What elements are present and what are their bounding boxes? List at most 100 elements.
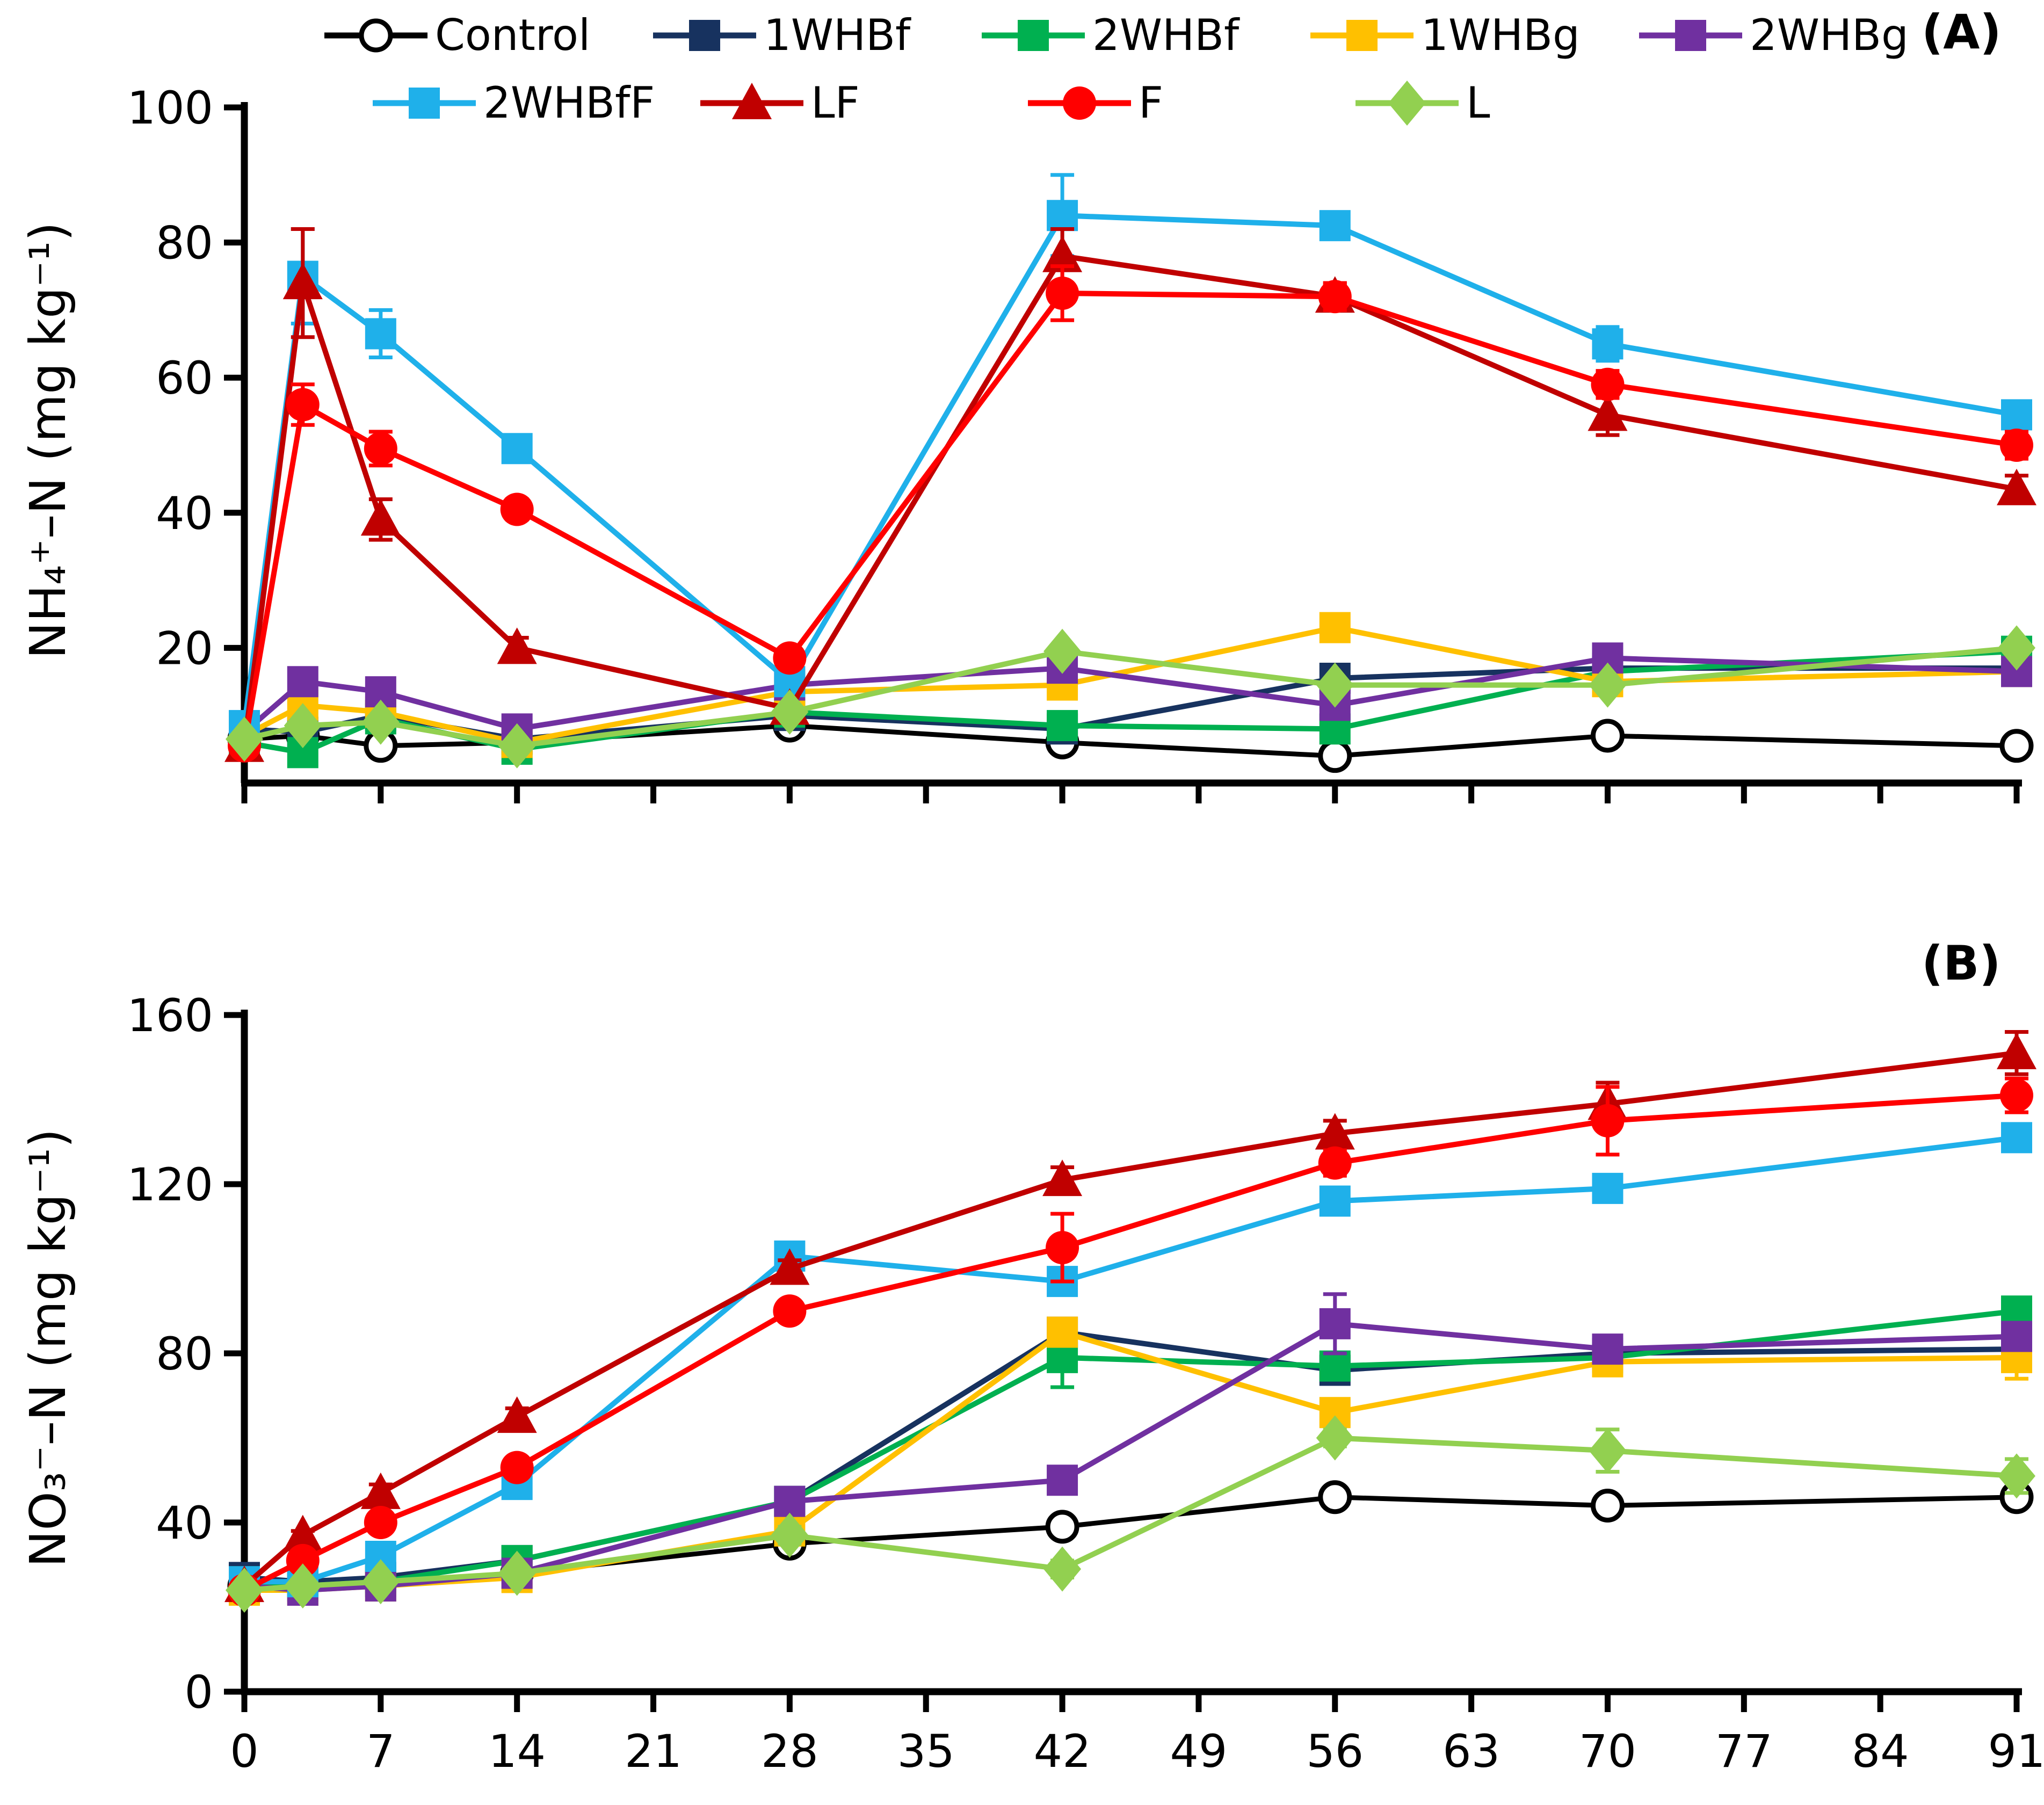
legend-marker-LF bbox=[700, 83, 803, 119]
point-2WHBfF-day14 bbox=[501, 433, 533, 465]
point-L-day3 bbox=[284, 703, 322, 749]
point-Control-day42 bbox=[1045, 1510, 1079, 1544]
point-Control-day91 bbox=[1999, 729, 2034, 763]
point-L-day0 bbox=[226, 1568, 263, 1613]
legend-marker-L bbox=[1356, 81, 1459, 126]
legend-glyph-F bbox=[1063, 86, 1096, 120]
series-line bbox=[242, 1050, 2017, 1588]
point-L-day56 bbox=[1316, 1415, 1354, 1461]
point-F-day70 bbox=[1591, 1104, 1625, 1137]
legend-label: 1WHBf bbox=[764, 10, 911, 60]
panel-b-label: (B) bbox=[1922, 936, 2001, 991]
point-F-day14 bbox=[500, 492, 534, 526]
legend-glyph-1WHBf bbox=[689, 20, 720, 51]
legend-marker-2WHBfF bbox=[373, 88, 476, 119]
legend-item-Control: Control bbox=[322, 8, 590, 63]
legend-glyph-2WHBg bbox=[1675, 20, 1706, 51]
point-F-day56 bbox=[1318, 1146, 1352, 1180]
legend-marker-2WHBf bbox=[982, 20, 1085, 51]
point-Control-day70 bbox=[1590, 1489, 1625, 1523]
legend-marker-F bbox=[1028, 86, 1131, 120]
point-F-day3 bbox=[286, 1543, 320, 1577]
point-LF-day7 bbox=[360, 499, 401, 536]
legend-item-F: F bbox=[1026, 75, 1163, 131]
x-tick-label: 7 bbox=[366, 1725, 395, 1778]
point-2WHBfF-day42 bbox=[1047, 200, 1078, 231]
point-L-day7 bbox=[361, 1559, 400, 1605]
y-tick-label: 20 bbox=[156, 622, 213, 675]
point-F-day28 bbox=[773, 1294, 807, 1328]
point-F-day70 bbox=[1591, 367, 1625, 401]
series-L bbox=[226, 625, 2035, 769]
x-tick-label: 56 bbox=[1306, 1725, 1364, 1778]
point-2WHBg-day56 bbox=[1319, 1308, 1351, 1339]
x-tick-label: 63 bbox=[1443, 1725, 1500, 1778]
legend-item-2WHBg: 2WHBg bbox=[1637, 8, 1909, 63]
point-L-day7 bbox=[361, 699, 400, 745]
legend-label: 1WHBg bbox=[1421, 10, 1580, 60]
point-L-day14 bbox=[498, 723, 536, 769]
point-LF-day14 bbox=[497, 627, 537, 664]
point-L-day91 bbox=[1998, 625, 2035, 671]
point-2WHBfF-day91 bbox=[2001, 399, 2032, 431]
legend-item-LF: LF bbox=[698, 75, 860, 131]
legend-glyph-2WHBf bbox=[1018, 20, 1049, 51]
point-2WHBg-day70 bbox=[1592, 1333, 1623, 1365]
legend-label: LF bbox=[811, 78, 860, 128]
point-F-day28 bbox=[773, 641, 807, 675]
point-2WHBg-day3 bbox=[287, 666, 318, 698]
point-2WHBfF-day91 bbox=[2001, 1122, 2032, 1154]
legend-item-1WHBg: 1WHBg bbox=[1308, 8, 1580, 63]
point-L-day70 bbox=[1589, 1428, 1627, 1474]
x-tick-label: 21 bbox=[625, 1725, 682, 1778]
point-Control-day70 bbox=[1590, 719, 1625, 753]
legend-item-L: L bbox=[1353, 75, 1490, 131]
y-axis-title-nh4: NH₄⁺–N (mg kg⁻¹) bbox=[19, 222, 77, 659]
x-tick-label: 0 bbox=[230, 1725, 258, 1778]
point-LF-day70 bbox=[1588, 394, 1628, 431]
point-L-day0 bbox=[226, 716, 263, 762]
x-tick-label: 77 bbox=[1715, 1725, 1773, 1778]
legend-marker-1WHBg bbox=[1310, 20, 1414, 51]
y-tick-label: 160 bbox=[127, 989, 213, 1042]
x-tick-label: 70 bbox=[1579, 1725, 1636, 1778]
x-tick-label: 35 bbox=[897, 1725, 955, 1778]
legend-glyph-1WHBg bbox=[1346, 20, 1378, 51]
legend-marker-Control bbox=[324, 18, 427, 53]
series-L bbox=[226, 1415, 2035, 1613]
panel-b-plot: 0 40 80 120 160 0 7 14 21 28 35 42 49 56 63 70 77 84 91 bbox=[127, 989, 2044, 1778]
point-F-day7 bbox=[364, 432, 397, 466]
x-tick-label: 91 bbox=[1988, 1725, 2044, 1778]
point-2WHBfF-day7 bbox=[365, 318, 396, 350]
point-2WHBf-day42 bbox=[1047, 710, 1078, 742]
point-L-day3 bbox=[284, 1563, 322, 1609]
y-tick-label: 80 bbox=[156, 1328, 213, 1380]
legend-glyph-LF bbox=[732, 83, 772, 119]
y-tick-label: 80 bbox=[156, 217, 213, 270]
point-LF-day14 bbox=[497, 1396, 537, 1433]
series-Control bbox=[227, 1480, 2034, 1603]
point-L-day91 bbox=[1998, 1453, 2035, 1499]
legend-item-2WHBfF: 2WHBfF bbox=[371, 75, 655, 131]
y-tick-label: 0 bbox=[185, 1666, 213, 1719]
point-F-day42 bbox=[1046, 276, 1079, 310]
legend-label: 2WHBf bbox=[1092, 10, 1240, 60]
point-F-day3 bbox=[286, 388, 320, 422]
legend-label: L bbox=[1466, 78, 1490, 128]
legend-marker-1WHBf bbox=[653, 20, 756, 51]
point-LF-day3 bbox=[282, 263, 323, 300]
point-Control-day56 bbox=[1318, 739, 1352, 773]
point-L-day42 bbox=[1043, 628, 1082, 674]
y-tick-label: 60 bbox=[156, 352, 213, 404]
point-2WHBfF-day70 bbox=[1592, 328, 1623, 360]
x-tick-label: 28 bbox=[761, 1725, 818, 1778]
series-2WHBf bbox=[229, 635, 2032, 769]
point-F-day42 bbox=[1046, 1231, 1079, 1265]
point-2WHBg-day91 bbox=[2001, 1321, 2032, 1352]
point-LF-day28 bbox=[770, 1248, 810, 1285]
point-L-day14 bbox=[498, 1550, 536, 1596]
y-tick-label: 40 bbox=[156, 487, 213, 540]
point-L-day28 bbox=[771, 1512, 809, 1558]
